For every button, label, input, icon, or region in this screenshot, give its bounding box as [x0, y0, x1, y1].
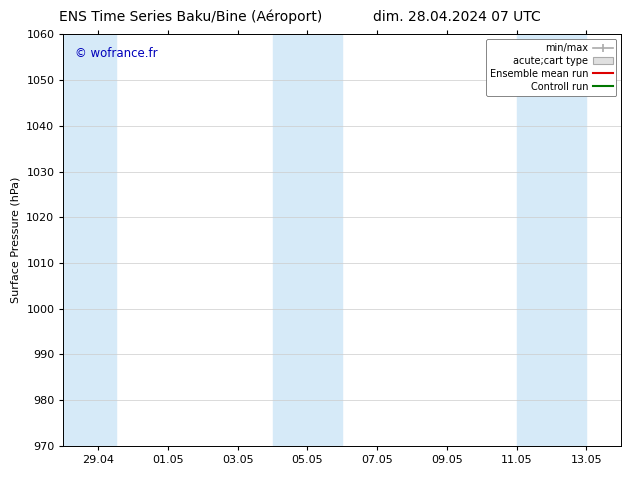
Text: dim. 28.04.2024 07 UTC: dim. 28.04.2024 07 UTC [373, 10, 540, 24]
Text: ENS Time Series Baku/Bine (Aéroport): ENS Time Series Baku/Bine (Aéroport) [58, 10, 322, 24]
Bar [273, 34, 342, 446]
Y-axis label: Surface Pressure (hPa): Surface Pressure (hPa) [11, 177, 21, 303]
Bar [63, 34, 115, 446]
Legend: min/max, acute;cart type, Ensemble mean run, Controll run: min/max, acute;cart type, Ensemble mean … [486, 39, 616, 96]
Text: © wofrance.fr: © wofrance.fr [75, 47, 157, 60]
Bar [517, 34, 586, 446]
